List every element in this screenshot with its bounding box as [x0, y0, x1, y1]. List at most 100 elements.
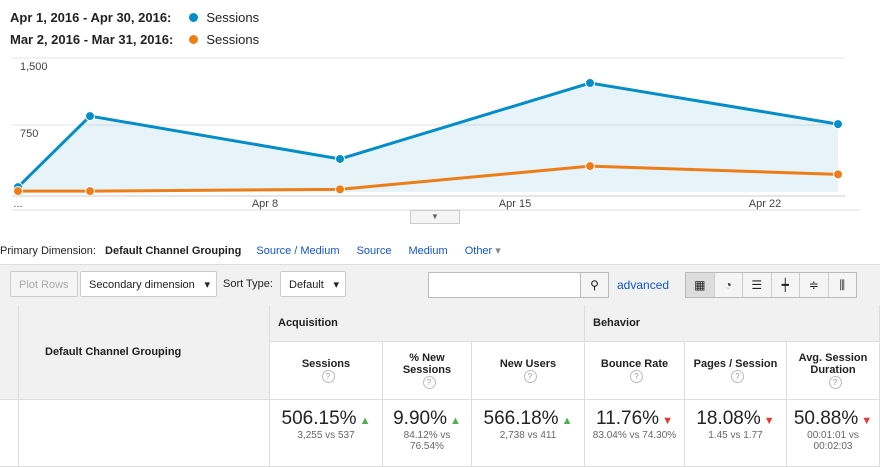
help-icon[interactable]: ?: [731, 370, 744, 383]
dimension-link[interactable]: Medium: [408, 245, 448, 257]
change-value: 566.18% ▲: [478, 408, 578, 430]
point: [335, 153, 345, 164]
trend-arrow: ▼: [763, 415, 775, 427]
point: [335, 184, 345, 195]
checkbox-col: [0, 305, 19, 400]
point: [833, 119, 843, 130]
secondary-label: Secondary dimension: [89, 279, 195, 291]
legend-range: Apr 1, 2016 - Apr 30, 2016:: [10, 10, 172, 25]
point: [85, 186, 95, 197]
change-text: 9.90%: [393, 408, 447, 429]
change-value: 11.76% ▼: [591, 408, 678, 430]
change-text: 566.18%: [483, 408, 559, 429]
search-input[interactable]: [428, 272, 582, 298]
x-tick-label: Apr 15: [499, 198, 531, 210]
data-cell: 18.08% ▼ 1.45 vs 1.77: [685, 400, 787, 467]
advanced-link[interactable]: advanced: [617, 278, 670, 292]
sort-type[interactable]: Default ▾: [280, 271, 346, 297]
column-title[interactable]: Sessions: [301, 358, 351, 370]
compare-value: 2,738 vs 411: [499, 430, 557, 441]
column-header: Bounce Rate?: [585, 342, 685, 400]
search-button[interactable]: ⚲: [580, 272, 609, 298]
change-value: 9.90% ▲: [389, 408, 465, 430]
change-value: 50.88% ▼: [793, 408, 873, 430]
point: [585, 161, 595, 172]
compare-value: 83.04% vs 74.30%: [592, 430, 677, 441]
x-tick-label: Apr 8: [252, 198, 278, 210]
point: [833, 169, 843, 180]
chart: 1,500 750... Apr 8 Apr 15 Apr 22: [12, 57, 860, 211]
point: [85, 111, 95, 122]
change-text: 506.15%: [281, 408, 357, 429]
legend-dot: [189, 13, 199, 22]
point: [13, 186, 23, 197]
dimension-header: Default Channel Grouping: [19, 305, 270, 400]
group-header: Behavior: [585, 305, 880, 342]
column-header: % New Sessions?: [383, 342, 472, 400]
group-header: Acquisition: [270, 305, 585, 342]
view-pie[interactable]: ◔: [715, 273, 743, 297]
column-header: New Users?: [472, 342, 585, 400]
legend-dot: [189, 35, 199, 44]
compare-value: 00:01:01 vs 00:02:03: [807, 430, 859, 452]
x-tick-label: ...: [13, 198, 22, 210]
column-title[interactable]: Bounce Rate: [600, 358, 669, 370]
compare-value: 84.12% vs 76.54%: [403, 430, 451, 452]
y-tick-label: 750: [20, 128, 38, 140]
trend-arrow: ▼: [861, 415, 873, 427]
y-tick-label: 1,500: [20, 61, 48, 73]
area: [18, 83, 838, 192]
secondary-dimension[interactable]: Secondary dimension ▾: [80, 271, 217, 297]
dimension-link[interactable]: Source / Medium: [256, 245, 340, 257]
legend-1: Apr 1, 2016 - Apr 30, 2016: Sessions: [10, 10, 259, 25]
legend-2: Mar 2, 2016 - Mar 31, 2016: Sessions: [10, 32, 259, 47]
change-value: 506.15% ▲: [276, 408, 376, 430]
view-terms[interactable]: ≑: [800, 273, 829, 297]
dimension-label: Primary Dimension:: [0, 245, 96, 257]
view-bar[interactable]: ☰: [743, 273, 772, 297]
column-title[interactable]: Avg. Session Duration: [798, 352, 868, 376]
plot-rows-button[interactable]: Plot Rows: [10, 271, 78, 297]
compare-value: 3,255 vs 537: [297, 430, 355, 441]
trend-arrow: ▲: [561, 415, 573, 427]
help-icon[interactable]: ?: [523, 370, 537, 383]
data-cell: 50.88% ▼ 00:01:01 vs 00:02:03: [787, 400, 880, 467]
help-icon[interactable]: ?: [630, 370, 643, 383]
checkbox-cell: [0, 400, 19, 467]
help-icon[interactable]: ?: [321, 370, 335, 383]
view-table[interactable]: ▦: [686, 273, 715, 297]
change-value: 18.08% ▼: [691, 408, 780, 430]
help-icon[interactable]: ?: [828, 376, 842, 389]
legend-name: Sessions: [206, 32, 260, 47]
view-switcher: ▦ ◔ ☰ ┿ ≑ ⫼: [685, 272, 857, 298]
sort-value: Default: [289, 279, 324, 291]
data-cell: 11.76% ▼ 83.04% vs 74.30%: [585, 400, 685, 467]
compare-value: 1.45 vs 1.77: [708, 430, 763, 441]
dimension-active: Default Channel Grouping: [105, 245, 242, 257]
change-text: 18.08%: [696, 408, 761, 429]
trend-arrow: ▼: [662, 415, 673, 427]
help-icon[interactable]: ?: [422, 376, 436, 389]
change-text: 11.76%: [596, 408, 660, 429]
trend-arrow: ▲: [359, 415, 371, 427]
collapse-toggle[interactable]: ▼: [410, 210, 460, 224]
sort-label: Sort Type:: [223, 278, 273, 290]
data-cell: 9.90% ▲ 84.12% vs 76.54%: [383, 400, 472, 467]
column-header: Avg. Session Duration?: [787, 342, 880, 400]
column-title[interactable]: New Users: [499, 358, 557, 370]
data-cell: 566.18% ▲ 2,738 vs 411: [472, 400, 585, 467]
column-title[interactable]: % New Sessions: [402, 352, 452, 376]
column-header: Sessions?: [270, 342, 383, 400]
column-title[interactable]: Pages / Session: [693, 358, 778, 370]
dimension-link[interactable]: Source: [356, 245, 392, 257]
change-text: 50.88%: [793, 408, 859, 429]
dimension-cell: [19, 400, 270, 467]
view-compare[interactable]: ┿: [772, 273, 800, 297]
view-pivot[interactable]: ⫼: [839, 278, 846, 292]
legend-range: Mar 2, 2016 - Mar 31, 2016:: [10, 32, 174, 47]
dimension-link[interactable]: Other: [464, 245, 493, 257]
x-tick-label: Apr 22: [749, 198, 781, 210]
column-header: Pages / Session?: [685, 342, 787, 400]
legend-name: Sessions: [206, 10, 260, 25]
